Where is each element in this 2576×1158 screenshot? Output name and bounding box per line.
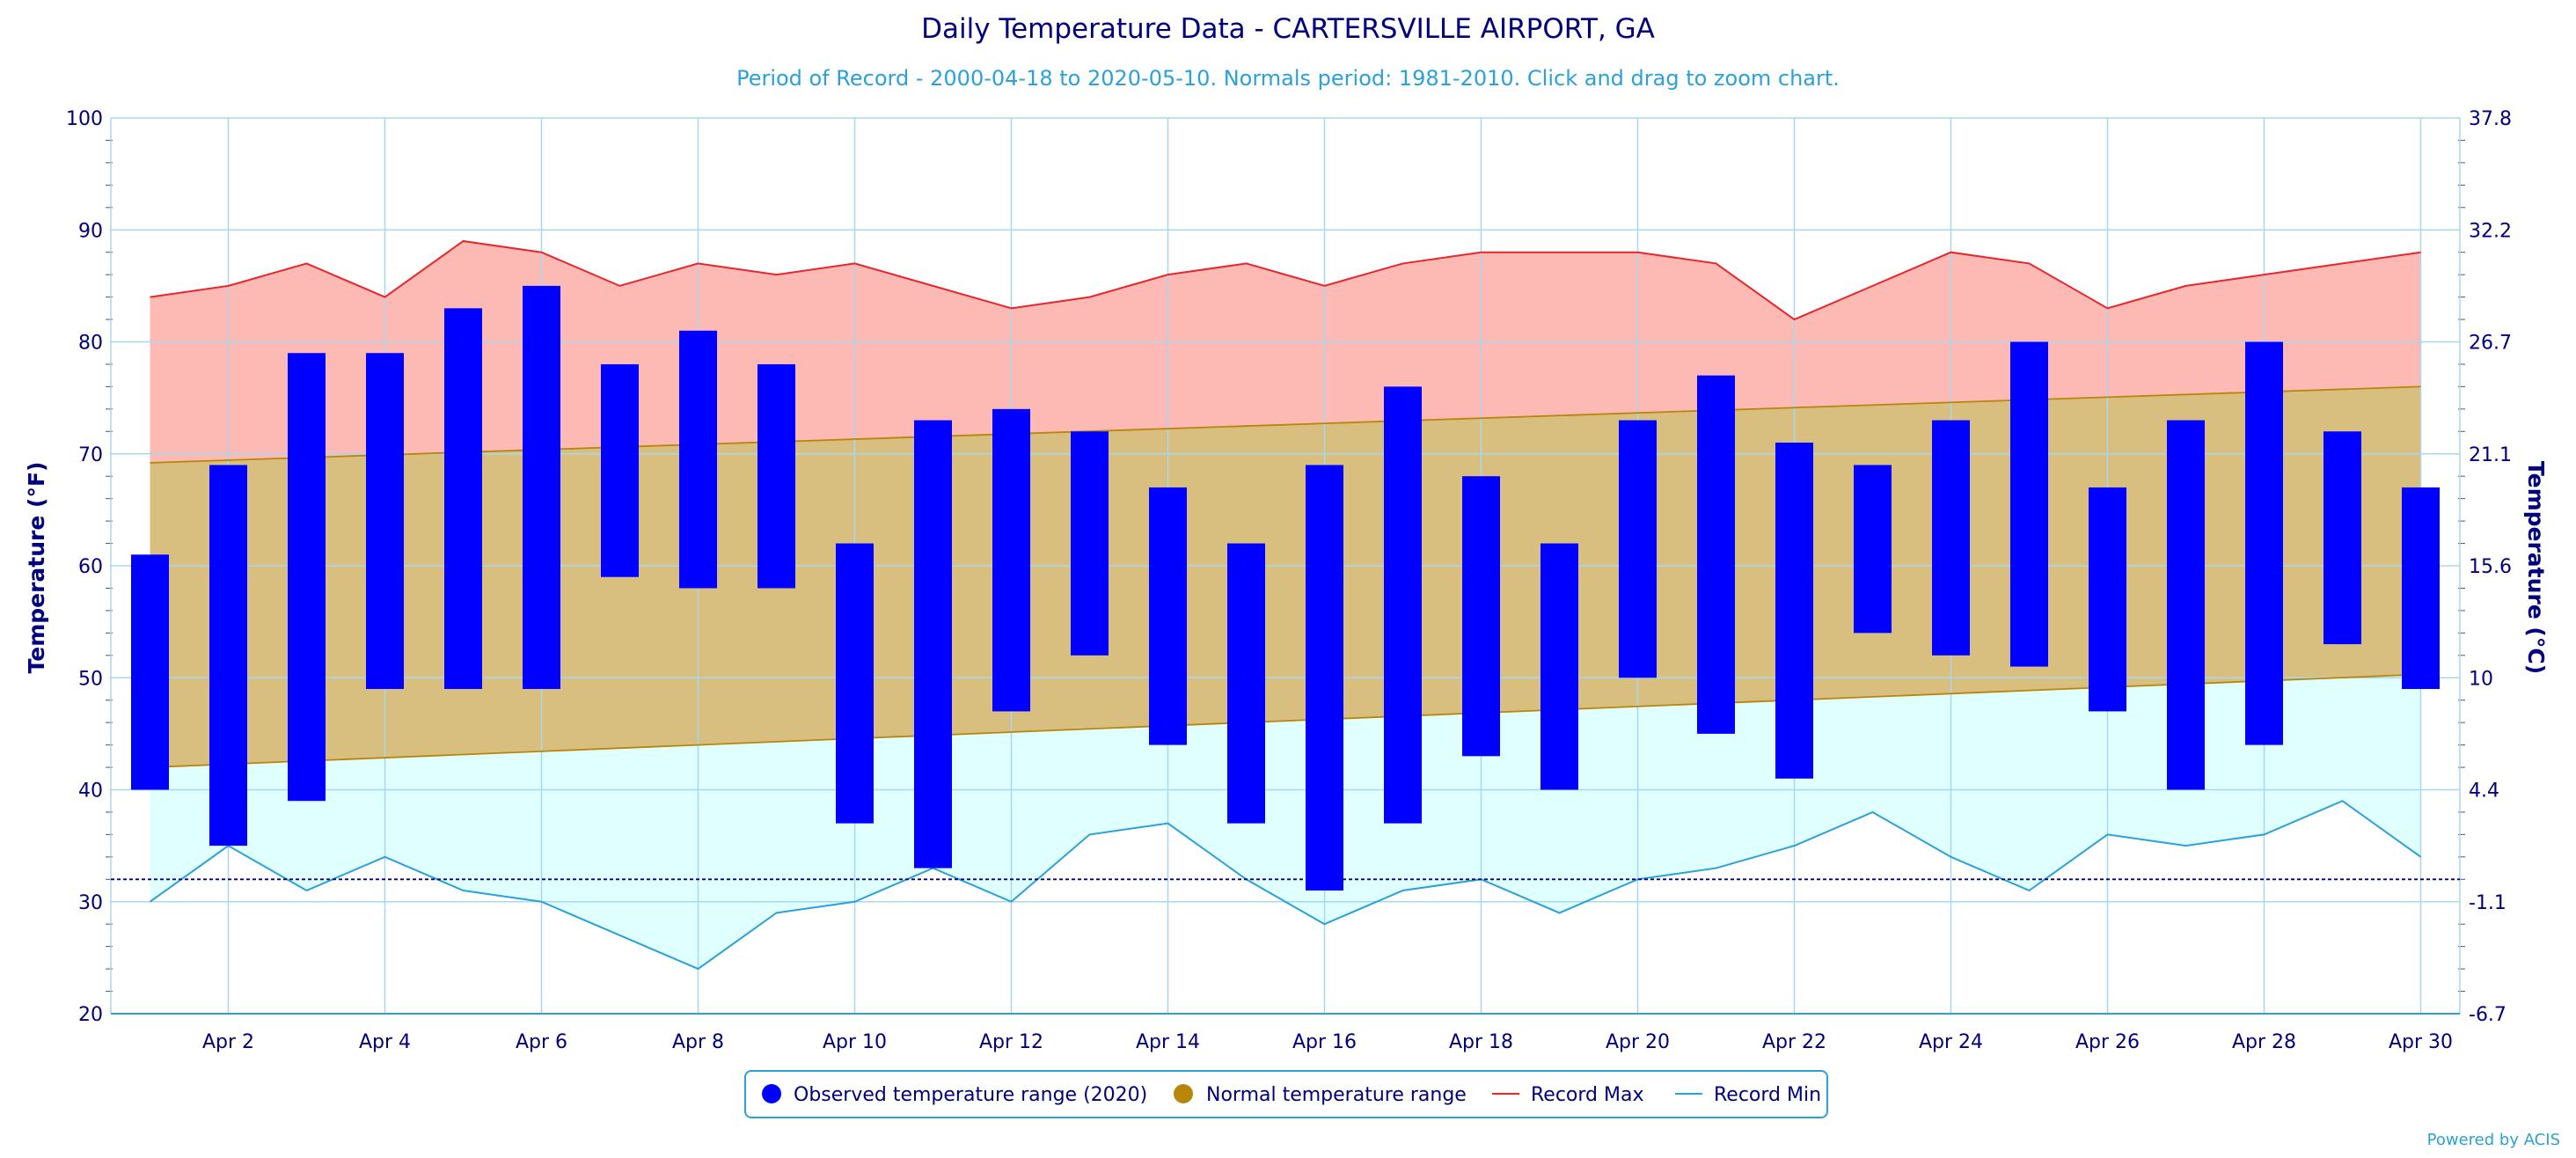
observed-bar[interactable] [1540, 543, 1578, 790]
x-tick-label: Apr 12 [979, 1031, 1043, 1053]
x-tick-label: Apr 8 [672, 1031, 724, 1053]
legend-normal-label: Normal temperature range [1206, 1084, 1467, 1106]
x-tick-label: Apr 18 [1449, 1031, 1513, 1053]
legend-record-max-label: Record Max [1531, 1084, 1644, 1106]
y-tick-label-right: 32.2 [2469, 220, 2512, 242]
normal-range-band [150, 386, 2421, 768]
legend-observed-label: Observed temperature range (2020) [794, 1084, 1147, 1106]
observed-bar[interactable] [836, 543, 874, 824]
observed-bar[interactable] [1697, 375, 1735, 734]
y-tick-label-right: 10 [2469, 668, 2493, 690]
record-max-band [150, 240, 2421, 463]
y-tick-label-right: -6.7 [2469, 1004, 2506, 1026]
y-tick-label-left: 90 [78, 220, 103, 242]
observed-bar[interactable] [523, 285, 560, 689]
x-tick-label: Apr 24 [1919, 1031, 1983, 1053]
credits-link[interactable]: Powered by ACIS [2427, 1131, 2560, 1149]
observed-bar[interactable] [992, 408, 1030, 712]
observed-bar[interactable] [914, 420, 952, 868]
observed-bar[interactable] [2010, 341, 2048, 667]
observed-bar[interactable] [2324, 431, 2361, 645]
record-min-band [150, 674, 2421, 970]
legend-record-min-label: Record Min [1714, 1084, 1821, 1106]
x-tick-label: Apr 22 [1762, 1031, 1826, 1053]
observed-bar[interactable] [2167, 420, 2205, 790]
y-tick-label-right: 37.8 [2469, 108, 2512, 130]
observed-bar[interactable] [1854, 465, 1892, 634]
observed-bar[interactable] [2402, 487, 2440, 689]
y-tick-label-left: 40 [78, 781, 103, 803]
y-tick-label-left: 20 [78, 1004, 103, 1026]
observed-bars[interactable] [131, 285, 2440, 891]
observed-bar[interactable] [1227, 543, 1265, 824]
observed-bar[interactable] [366, 353, 404, 689]
x-tick-label: Apr 6 [516, 1031, 567, 1053]
observed-bar[interactable] [1619, 420, 1657, 678]
observed-bar[interactable] [1306, 465, 1343, 891]
x-tick-label: Apr 14 [1136, 1031, 1200, 1053]
y-axis-title-left: Temperature (°F) [24, 462, 49, 674]
x-tick-label: Apr 26 [2075, 1031, 2140, 1053]
y-tick-label-left: 30 [78, 892, 103, 914]
y-tick-label-left: 50 [78, 668, 103, 690]
y-tick-label-right: 15.6 [2469, 556, 2512, 578]
y-tick-label-left: 70 [78, 444, 103, 466]
observed-bar[interactable] [1071, 431, 1109, 656]
x-tick-label: Apr 20 [1606, 1031, 1670, 1053]
observed-bar[interactable] [1462, 476, 1500, 757]
observed-bar[interactable] [2245, 341, 2283, 745]
y-tick-label-left: 100 [66, 108, 103, 130]
y-tick-label-left: 80 [78, 333, 103, 355]
y-tick-label-right: 4.4 [2469, 781, 2499, 803]
x-tick-label: Apr 2 [202, 1031, 254, 1053]
y-tick-label-right: -1.1 [2469, 892, 2506, 914]
observed-bar[interactable] [2089, 487, 2126, 712]
observed-bar[interactable] [209, 465, 247, 847]
x-tick-label: Apr 30 [2389, 1031, 2453, 1053]
axis-layer: 20 30 40 50 60 70 80 90 100 -6.7 -1.1 4.4 10 15.6 21.1… [66, 108, 2512, 1053]
record-max-line [150, 239, 2421, 321]
observed-bar[interactable] [757, 363, 795, 589]
x-tick-label: Apr 10 [823, 1031, 887, 1053]
observed-bar[interactable] [444, 308, 482, 689]
normal-low-line [150, 673, 2421, 768]
observed-bar[interactable] [131, 554, 169, 790]
y-axis-title-right: Temperature (°C) [2523, 461, 2549, 674]
legend-observed-marker [762, 1084, 781, 1103]
legend-item-observed[interactable]: Observed temperature range (2020) [762, 1084, 1147, 1106]
observed-bar[interactable] [1149, 487, 1187, 745]
chart-subtitle: Period of Record - 2000-04-18 to 2020-05… [736, 66, 1840, 91]
legend-item-record-max[interactable]: Record Max [1492, 1084, 1644, 1106]
legend-normal-marker [1174, 1084, 1193, 1103]
observed-bar[interactable] [1932, 420, 1970, 656]
legend-item-record-min[interactable]: Record Min [1675, 1084, 1821, 1106]
observed-bar[interactable] [1384, 386, 1422, 824]
x-tick-label: Apr 4 [359, 1031, 411, 1053]
legend-box [744, 1070, 1828, 1118]
y-tick-label-left: 60 [78, 556, 103, 578]
legend[interactable]: Observed temperature range (2020) Normal… [744, 1070, 1828, 1118]
y-tick-label-right: 21.1 [2469, 444, 2512, 466]
x-tick-label: Apr 28 [2232, 1031, 2296, 1053]
x-tick-label: Apr 16 [1292, 1031, 1357, 1053]
record-min-line [149, 800, 2422, 971]
observed-bar[interactable] [1775, 443, 1813, 779]
observed-bar[interactable] [288, 353, 326, 802]
legend-item-normal[interactable]: Normal temperature range [1174, 1084, 1467, 1106]
observed-bar[interactable] [679, 330, 717, 589]
chart-title: Daily Temperature Data - CARTERSVILLE AI… [921, 13, 1655, 45]
plot-area-fills [150, 240, 2421, 970]
observed-bar[interactable] [601, 363, 639, 577]
y-tick-label-right: 26.7 [2469, 333, 2512, 355]
